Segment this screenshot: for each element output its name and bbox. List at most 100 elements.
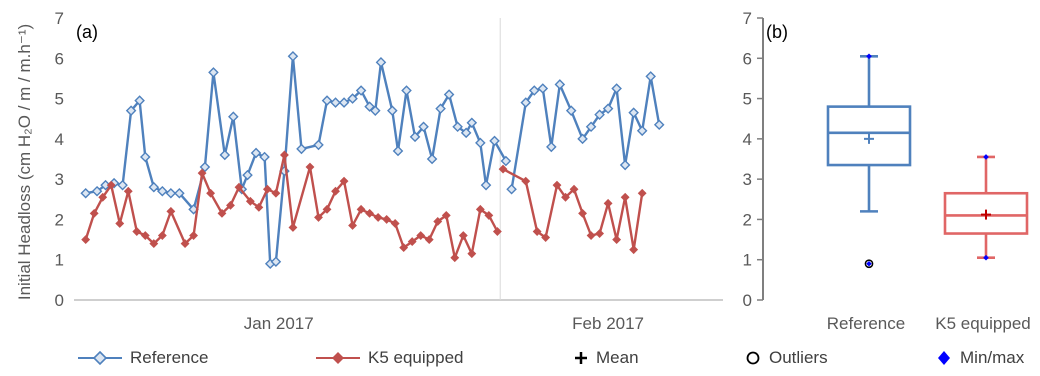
line-open-diamond-icon [78, 350, 122, 366]
data-point [322, 204, 332, 214]
data-point [123, 186, 133, 196]
data-point [637, 188, 647, 198]
panel-b-y-ticks: 0 1 2 3 4 5 6 7 [743, 9, 763, 310]
data-point [314, 212, 323, 222]
data-point [506, 183, 517, 195]
data-point [226, 200, 235, 210]
figure: (a) Initial Headloss (cm H₂O / m / m.h⁻¹… [15, 9, 1031, 333]
data-point [219, 149, 231, 161]
legend-item-reference: Reference [78, 344, 208, 372]
data-point [148, 181, 160, 193]
legend-item-min-max: Min/max [936, 344, 1024, 372]
data-point [541, 233, 551, 242]
data-point [364, 101, 375, 112]
data-point [208, 67, 219, 78]
data-point [390, 219, 400, 228]
data-point [228, 111, 239, 122]
data-point [401, 85, 412, 96]
data-point [217, 208, 227, 218]
data-point [331, 186, 340, 196]
data-point [612, 235, 622, 244]
data-point [89, 208, 99, 218]
data-point [426, 153, 438, 165]
panel-a-series [80, 50, 665, 270]
series-line [84, 153, 499, 259]
data-point [603, 198, 613, 208]
series-k5-equipped [81, 150, 647, 263]
data-point [586, 231, 596, 240]
data-point [561, 192, 570, 202]
data-point [475, 137, 486, 149]
box-reference: Reference [826, 53, 912, 333]
legend-label: Outliers [769, 348, 828, 367]
data-point [409, 131, 421, 143]
data-point [537, 83, 549, 94]
min-max-marker [983, 154, 989, 160]
data-point [399, 243, 409, 253]
panel-b-boxes: Reference K5 equipped [826, 53, 1031, 333]
data-point [424, 235, 434, 244]
data-point [106, 180, 116, 190]
box-k5-equipped: K5 equipped [935, 154, 1031, 333]
data-point [174, 187, 185, 199]
panel-a-line-chart: (a) Initial Headloss (cm H₂O / m / m.h⁻¹… [15, 9, 723, 333]
x-tick-label: Feb 2017 [572, 314, 644, 333]
data-point [585, 121, 597, 133]
data-point [528, 85, 540, 96]
data-point [234, 182, 244, 192]
data-point [287, 50, 299, 62]
data-point [435, 103, 446, 114]
data-point [433, 217, 443, 226]
series-reference [80, 50, 665, 270]
data-point [250, 147, 262, 159]
data-point [653, 119, 665, 131]
data-point [498, 164, 508, 174]
data-point [578, 208, 587, 218]
data-point [594, 109, 605, 120]
data-point [288, 223, 298, 232]
data-point [98, 192, 108, 202]
y-tick-label: 5 [55, 90, 64, 109]
data-point [387, 105, 398, 116]
data-point [628, 107, 639, 118]
y-tick-label: 1 [743, 251, 752, 270]
data-point [520, 97, 532, 108]
min-max-marker [866, 53, 872, 60]
data-point [242, 169, 253, 181]
data-point [565, 105, 577, 116]
legend-label: Min/max [960, 348, 1025, 367]
data-point [595, 229, 605, 238]
data-point [115, 219, 125, 228]
data-point [165, 187, 177, 199]
data-point [460, 127, 472, 139]
data-point [166, 206, 176, 216]
data-point [270, 256, 282, 268]
data-point [80, 187, 91, 199]
data-point [418, 121, 429, 133]
data-point [489, 135, 500, 147]
data-point [259, 151, 270, 163]
data-point [546, 141, 557, 153]
data-point [629, 245, 639, 255]
data-point [91, 185, 103, 197]
data-point [271, 188, 281, 198]
data-point [134, 95, 145, 106]
data-point [466, 117, 478, 129]
y-tick-label: 3 [55, 170, 64, 189]
data-point [140, 151, 151, 163]
data-point [619, 159, 631, 171]
data-point [117, 179, 128, 191]
legend-label: Mean [596, 348, 639, 367]
y-tick-label: 5 [743, 90, 752, 109]
data-point [339, 176, 349, 186]
y-tick-label: 6 [55, 49, 64, 68]
y-tick-label: 7 [55, 9, 64, 28]
data-point [157, 231, 167, 240]
data-point [305, 162, 315, 172]
legend-item-mean: Mean [574, 344, 639, 372]
data-point [149, 239, 159, 249]
data-point [140, 231, 150, 240]
y-tick-label: 2 [55, 210, 64, 229]
data-point [554, 79, 566, 90]
open-circle-icon [746, 351, 760, 365]
